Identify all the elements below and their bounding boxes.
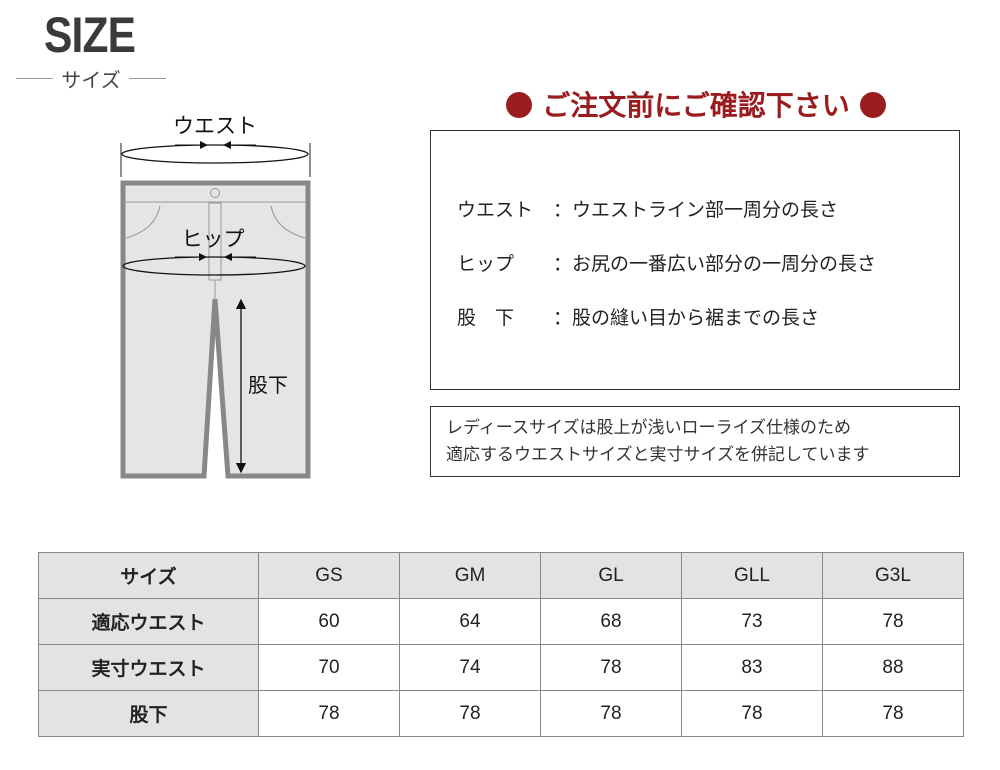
header-cell: サイズ <box>38 552 259 599</box>
table-row: 股下 78 78 78 78 78 <box>38 690 964 737</box>
definition-desc: ：お尻の一番広い部分の一周分の長さ <box>553 253 877 275</box>
bullet-icon <box>859 92 886 118</box>
table-cell: 78 <box>258 690 400 737</box>
header-cell: GLL <box>681 552 823 599</box>
hip-ellipse <box>122 256 306 276</box>
size-subheading-text: サイズ <box>61 68 121 92</box>
definitions-box: ウエスト ：ウエストライン部一周分の長さ ヒップ ：お尻の一番広い部分の一周分の長さ… <box>430 130 960 390</box>
definition-row: 股 下 ：股の縫い目から裾までの長さ <box>457 303 819 330</box>
table-header-row: サイズ GS GM GL GLL G3L <box>38 552 964 599</box>
table-row: 適応ウエスト 60 64 68 73 78 <box>38 598 964 645</box>
header-cell: GL <box>540 552 682 599</box>
table-cell: 78 <box>540 690 682 737</box>
table-cell: 74 <box>399 644 541 691</box>
divider <box>16 78 54 79</box>
row-label: 実寸ウエスト <box>38 644 259 691</box>
button-icon <box>210 188 220 198</box>
size-heading: SIZE <box>44 7 136 63</box>
bullet-icon <box>506 92 533 118</box>
definition-desc: ：ウエストライン部一周分の長さ <box>553 199 839 221</box>
header-cell: GS <box>258 552 400 599</box>
definition-desc: ：股の縫い目から裾までの長さ <box>553 307 820 329</box>
table-cell: 64 <box>399 598 541 645</box>
note-box: レディースサイズは股上が浅いローライズ仕様のため 適応するウエストサイズと実寸サ… <box>430 406 960 477</box>
definition-row: ヒップ ：お尻の一番広い部分の一周分の長さ <box>457 249 876 276</box>
notice-heading: ご注文前にご確認下さい <box>480 84 912 124</box>
size-subheading: サイズ <box>16 64 166 93</box>
row-label: 股下 <box>38 690 259 737</box>
table-row: 実寸ウエスト 70 74 78 83 88 <box>38 644 964 691</box>
table-cell: 88 <box>822 644 964 691</box>
waist-label: ウエスト <box>173 114 257 138</box>
table-cell: 60 <box>258 598 400 645</box>
waist-ellipse <box>121 144 309 164</box>
table-cell: 78 <box>540 644 682 691</box>
row-label: 適応ウエスト <box>38 598 259 645</box>
inseam-label: 股下 <box>248 373 288 397</box>
table-cell: 78 <box>822 598 964 645</box>
table-cell: 78 <box>681 690 823 737</box>
note-line: レディースサイズは股上が浅いローライズ仕様のため <box>446 418 851 438</box>
pants-diagram: ウエスト ヒップ 股下 <box>120 114 311 479</box>
size-table: サイズ GS GM GL GLL G3L 適応ウエスト 60 64 68 73 … <box>38 552 964 737</box>
pants-outline <box>120 180 311 479</box>
table-cell: 73 <box>681 598 823 645</box>
header-cell: G3L <box>822 552 964 599</box>
note-line: 適応するウエストサイズと実寸サイズを併記しています <box>446 445 870 465</box>
definition-term: ヒップ <box>457 253 515 275</box>
header-cell: GM <box>399 552 541 599</box>
table-cell: 78 <box>399 690 541 737</box>
table-cell: 68 <box>540 598 682 645</box>
divider <box>128 78 166 79</box>
definition-term: 股 下 <box>457 307 515 329</box>
table-cell: 70 <box>258 644 400 691</box>
definition-term: ウエスト <box>457 199 534 221</box>
hip-label: ヒップ <box>182 227 245 251</box>
definition-row: ウエスト ：ウエストライン部一周分の長さ <box>457 195 838 222</box>
table-cell: 83 <box>681 644 823 691</box>
notice-heading-text: ご注文前にご確認下さい <box>542 89 850 122</box>
table-cell: 78 <box>822 690 964 737</box>
